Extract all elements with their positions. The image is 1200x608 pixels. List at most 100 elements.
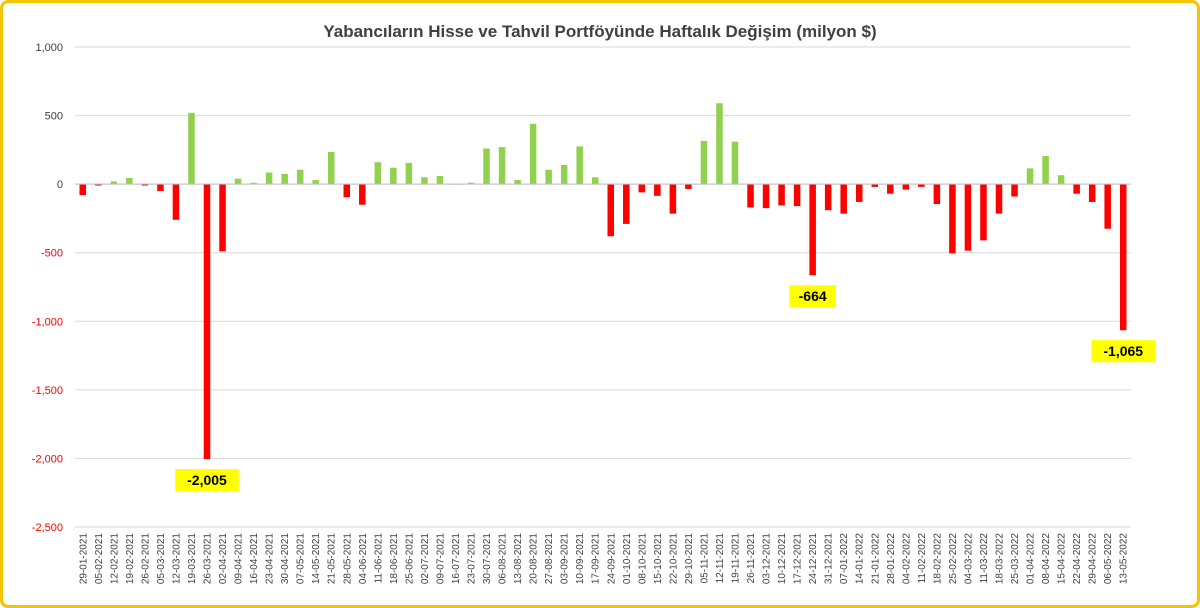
bar: [949, 184, 956, 254]
x-tick-label: 03-09-2021: [560, 533, 571, 585]
callout: -664: [789, 285, 836, 308]
bar: [95, 184, 102, 186]
x-tick-label: 12-03-2021: [171, 533, 182, 585]
x-tick-label: 17-09-2021: [591, 533, 602, 585]
bar: [514, 180, 521, 185]
x-tick-label: 10-09-2021: [575, 533, 586, 585]
x-tick-label: 31-12-2021: [824, 533, 835, 585]
x-tick-label: 19-02-2021: [125, 533, 136, 585]
bar: [871, 184, 879, 187]
bar: [188, 112, 195, 185]
y-tick-label: 500: [45, 111, 63, 123]
bar: [343, 184, 351, 198]
x-tick-label: 04-02-2022: [901, 533, 912, 585]
bar: [157, 184, 164, 191]
bar: [467, 182, 475, 185]
x-tick-label: 25-06-2021: [404, 533, 415, 585]
x-tick-label: 16-04-2021: [249, 533, 260, 585]
bar: [1057, 175, 1065, 185]
x-tick-label: 12-02-2021: [109, 533, 120, 585]
x-tick-label: 02-04-2021: [218, 533, 229, 585]
x-tick-label: 05-11-2021: [699, 533, 710, 584]
callout-label: -664: [799, 288, 827, 304]
bar: [1042, 156, 1049, 185]
bar: [638, 184, 646, 193]
x-tick-label: 20-08-2021: [529, 533, 540, 585]
x-tick-label: 21-01-2022: [870, 533, 881, 585]
x-tick-label: 04-06-2021: [358, 533, 369, 585]
x-tick-label: 04-03-2022: [963, 533, 974, 585]
x-tick-label: 18-06-2021: [389, 533, 400, 585]
bar: [918, 184, 925, 187]
bar: [1104, 184, 1111, 229]
bar: [405, 162, 413, 185]
x-tick-label: 18-02-2022: [932, 533, 943, 585]
bar: [79, 184, 87, 196]
bar-chart: Yabancıların Hisse ve Tahvil Portföyünde…: [32, 22, 1156, 585]
bars: [79, 103, 1127, 460]
callout-background: [175, 469, 239, 492]
callout: -1,065: [1091, 340, 1156, 363]
callout-label: -2,005: [187, 472, 227, 488]
bar: [840, 184, 847, 214]
x-tick-label: 01-10-2021: [622, 533, 633, 585]
bar: [219, 184, 226, 252]
bar: [312, 180, 319, 185]
bar: [436, 175, 444, 185]
x-tick-label: 24-12-2021: [808, 533, 819, 585]
bar: [545, 169, 552, 185]
bar: [591, 177, 599, 185]
bar: [296, 169, 304, 185]
bar: [1119, 184, 1127, 331]
x-tick-label: 03-12-2021: [762, 533, 773, 585]
bar: [980, 184, 987, 241]
x-tick-label: 07-05-2021: [296, 533, 307, 585]
x-tick-label: 28-01-2022: [886, 533, 897, 585]
x-tick-label: 12-11-2021: [715, 533, 726, 584]
bar: [483, 148, 490, 185]
bar: [359, 184, 366, 205]
bar: [234, 178, 242, 185]
bar: [731, 141, 739, 185]
x-tick-label: 22-10-2021: [668, 533, 679, 585]
x-tick-label: 05-02-2021: [94, 533, 105, 585]
x-tick-label: 11-06-2021: [373, 533, 384, 584]
bar: [560, 164, 568, 185]
bar: [110, 181, 118, 185]
x-tick-label: 13-05-2022: [1119, 533, 1130, 585]
x-tick-label: 10-12-2021: [777, 533, 788, 585]
x-tick-label: 07-01-2022: [839, 533, 850, 585]
bar: [964, 184, 972, 251]
x-tick-label: 19-11-2021: [731, 533, 742, 584]
x-tick-label: 14-01-2022: [855, 533, 866, 585]
y-tick-label: 1,000: [35, 42, 63, 54]
x-tick-label: 02-07-2021: [420, 533, 431, 585]
bar: [529, 123, 537, 185]
callout-background: [789, 285, 836, 308]
x-tick-label: 30-04-2021: [280, 533, 291, 585]
chart-title: Yabancıların Hisse ve Tahvil Portföyünde…: [323, 22, 876, 41]
x-tick-label: 05-03-2021: [156, 533, 167, 585]
x-tick-label: 08-04-2022: [1041, 533, 1052, 585]
x-tick-label: 15-10-2021: [653, 533, 664, 585]
bar: [1073, 184, 1080, 194]
bar: [824, 184, 832, 211]
y-tick-label: -2,500: [32, 522, 63, 534]
x-tick-label: 29-04-2022: [1088, 533, 1099, 585]
x-tick-label: 23-07-2021: [467, 533, 478, 585]
bar: [623, 184, 630, 224]
x-tick-label: 27-08-2021: [544, 533, 555, 585]
bar: [141, 184, 149, 186]
bar: [762, 184, 770, 209]
x-axis: 29-01-2021 05-02-2021 12-02-2021 19-02-2021…: [78, 533, 1129, 585]
bar: [126, 177, 133, 185]
bar: [716, 103, 723, 185]
y-axis: 1,000 500 0 -500 -1,000 -1,500 -2,000 -2,500: [32, 42, 63, 534]
callout-label: -1,065: [1103, 343, 1143, 359]
x-tick-label: 11-03-2022: [979, 533, 990, 584]
bar: [421, 177, 428, 185]
bar: [1088, 184, 1096, 202]
x-tick-label: 26-03-2021: [203, 533, 214, 585]
x-tick-label: 13-08-2021: [513, 533, 524, 585]
bar: [855, 184, 863, 202]
